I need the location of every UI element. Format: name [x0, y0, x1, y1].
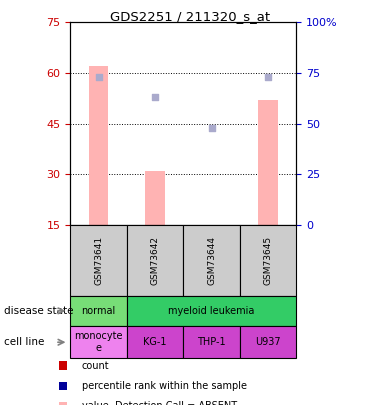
Text: U937: U937: [255, 337, 281, 347]
Text: monocyte
e: monocyte e: [74, 331, 123, 353]
Text: cell line: cell line: [4, 337, 44, 347]
Text: disease state: disease state: [4, 306, 73, 316]
Text: myeloid leukemia: myeloid leukemia: [168, 306, 255, 316]
Bar: [89, 66, 108, 225]
Text: percentile rank within the sample: percentile rank within the sample: [82, 381, 247, 391]
Text: GSM73641: GSM73641: [94, 236, 103, 285]
Bar: [258, 100, 278, 225]
Point: [152, 94, 158, 100]
Bar: [202, 225, 222, 271]
Text: value, Detection Call = ABSENT: value, Detection Call = ABSENT: [82, 401, 237, 405]
Bar: [145, 171, 165, 225]
Text: THP-1: THP-1: [197, 337, 226, 347]
Text: GSM73644: GSM73644: [207, 236, 216, 285]
Text: count: count: [82, 361, 109, 371]
Point: [95, 74, 101, 80]
Text: normal: normal: [81, 306, 116, 316]
Text: GDS2251 / 211320_s_at: GDS2251 / 211320_s_at: [110, 10, 270, 23]
Text: GSM73642: GSM73642: [150, 236, 160, 285]
Point: [209, 124, 215, 131]
Point: [265, 74, 271, 80]
Text: KG-1: KG-1: [143, 337, 167, 347]
Text: GSM73645: GSM73645: [264, 236, 272, 285]
